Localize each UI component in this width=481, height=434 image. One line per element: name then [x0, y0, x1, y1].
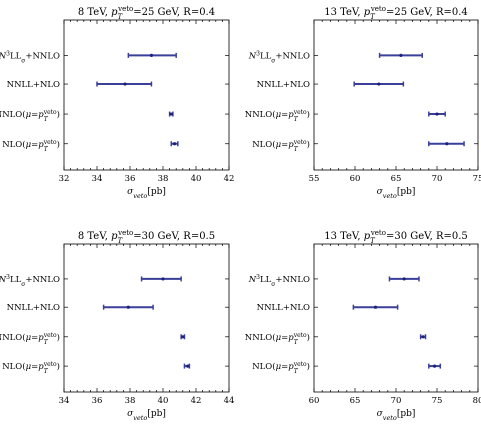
x-axis-label: σveto[pb]	[377, 409, 416, 422]
x-tick-label: 34	[92, 174, 103, 184]
x-tick-label: 75	[473, 174, 481, 184]
central-value-point	[123, 82, 127, 86]
central-value-point	[149, 53, 154, 58]
category-label: NLO(μ=pTveto)	[2, 138, 60, 152]
central-value-point	[186, 364, 190, 368]
x-tick-label: 55	[309, 174, 320, 184]
x-tick-label: 65	[350, 396, 361, 406]
plot-frame	[63, 243, 230, 393]
x-tick-label: 80	[473, 396, 481, 406]
central-value-point	[377, 82, 381, 86]
category-label: NNLL+NLO	[257, 80, 310, 90]
x-tick-label: 42	[224, 174, 235, 184]
central-value-point	[126, 305, 130, 309]
category-label: NLO(μ=pTveto)	[252, 361, 310, 375]
x-tick-label: 36	[92, 396, 103, 406]
category-label: N3LLσ+NNLO	[248, 273, 310, 287]
category-label: N3LLσ+NNLO	[0, 50, 60, 64]
category-label: NNLL+NLO	[7, 80, 60, 90]
x-tick-label: 60	[309, 396, 320, 406]
x-tick-label: 75	[432, 396, 443, 406]
central-value-point	[445, 142, 449, 146]
x-tick-label: 40	[158, 396, 169, 406]
central-value-point	[435, 112, 439, 116]
x-tick-label: 60	[350, 174, 361, 184]
category-label: NNLL+NLO	[257, 303, 310, 313]
x-tick-label: 70	[432, 174, 443, 184]
panel-3: 8 TeV, pTveto=30 GeV, R=0.5 34 36 38 40 42 44 σ…	[0, 229, 234, 422]
x-axis-label: σveto[pb]	[377, 187, 416, 200]
x-tick-label: 42	[191, 396, 202, 406]
central-value-point	[373, 305, 378, 309]
x-tick-label: 65	[391, 174, 402, 184]
central-value-point	[161, 277, 165, 281]
panel-4: 13 TeV, pTveto=30 GeV, R=0.5 60 65 70 75 80 σv…	[245, 229, 481, 422]
central-value-point	[421, 335, 425, 339]
x-tick-label: 38	[125, 396, 136, 406]
panel-title: 8 TeV, pTveto=30 GeV, R=0.5	[78, 229, 215, 245]
panel-1: 8 TeV, pTveto=25 GeV, R=0.4 32 34 36 38 40 42 σ…	[0, 5, 234, 200]
central-value-point	[399, 53, 403, 58]
central-value-point	[172, 142, 177, 146]
central-value-point	[402, 277, 406, 281]
panel-title: 8 TeV, pTveto=25 GeV, R=0.4	[78, 5, 215, 21]
plot-frame	[63, 19, 230, 171]
panel-title: 13 TeV, pTveto=30 GeV, R=0.5	[324, 229, 468, 245]
x-tick-label: 34	[59, 396, 70, 406]
x-tick-label: 36	[125, 174, 136, 184]
x-tick-label: 70	[391, 396, 402, 406]
central-value-point	[432, 364, 437, 368]
x-axis-label: σveto[pb]	[127, 187, 166, 200]
panel-2: 13 TeV, pTveto=25 GeV, R=0.4 55 60 65 70 75 σv…	[245, 5, 481, 200]
category-label: NLO(μ=pTveto)	[2, 361, 60, 375]
x-axis-label: σveto[pb]	[127, 409, 166, 422]
x-tick-label: 40	[191, 174, 202, 184]
category-label: NNLO(μ=pTveto)	[245, 109, 310, 123]
category-label: NNLO(μ=pTveto)	[0, 331, 60, 345]
category-label: NLO(μ=pTveto)	[252, 138, 310, 152]
category-label: N3LLσ+NNLO	[0, 273, 60, 287]
category-label: N3LLσ+NNLO	[248, 50, 310, 64]
central-value-point	[169, 112, 173, 116]
category-label: NNLO(μ=pTveto)	[0, 109, 60, 123]
category-label: NNLO(μ=pTveto)	[245, 331, 310, 345]
panel-title: 13 TeV, pTveto=25 GeV, R=0.4	[324, 5, 468, 21]
central-value-point	[181, 335, 185, 339]
plot-frame	[313, 19, 479, 171]
x-tick-label: 38	[158, 174, 169, 184]
category-label: NNLL+NLO	[7, 303, 60, 313]
x-tick-label: 44	[224, 396, 235, 406]
plot-frame	[313, 243, 479, 393]
x-tick-label: 32	[59, 174, 70, 184]
